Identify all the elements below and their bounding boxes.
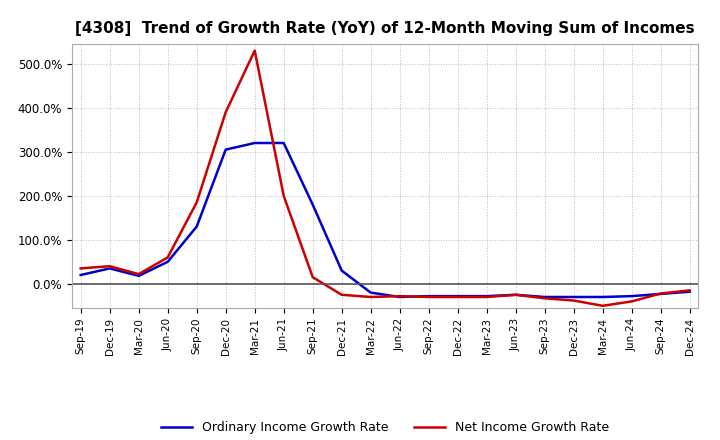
- Ordinary Income Growth Rate: [511, 292, 520, 297]
- Net Income Growth Rate: [366, 294, 375, 300]
- Ordinary Income Growth Rate: [454, 293, 462, 299]
- Ordinary Income Growth Rate: [105, 266, 114, 271]
- Ordinary Income Growth Rate: [685, 289, 694, 294]
- Net Income Growth Rate: [511, 292, 520, 297]
- Ordinary Income Growth Rate: [541, 294, 549, 300]
- Line: Net Income Growth Rate: Net Income Growth Rate: [81, 51, 690, 306]
- Net Income Growth Rate: [163, 255, 172, 260]
- Net Income Growth Rate: [570, 298, 578, 303]
- Ordinary Income Growth Rate: [598, 294, 607, 300]
- Ordinary Income Growth Rate: [221, 147, 230, 152]
- Ordinary Income Growth Rate: [192, 224, 201, 229]
- Ordinary Income Growth Rate: [570, 294, 578, 300]
- Net Income Growth Rate: [454, 294, 462, 300]
- Net Income Growth Rate: [221, 110, 230, 115]
- Net Income Growth Rate: [657, 291, 665, 296]
- Line: Ordinary Income Growth Rate: Ordinary Income Growth Rate: [81, 143, 690, 297]
- Net Income Growth Rate: [105, 264, 114, 269]
- Net Income Growth Rate: [541, 296, 549, 301]
- Net Income Growth Rate: [627, 299, 636, 304]
- Ordinary Income Growth Rate: [627, 293, 636, 299]
- Ordinary Income Growth Rate: [279, 140, 288, 146]
- Net Income Growth Rate: [251, 48, 259, 53]
- Ordinary Income Growth Rate: [308, 202, 317, 207]
- Ordinary Income Growth Rate: [163, 259, 172, 264]
- Net Income Growth Rate: [308, 275, 317, 280]
- Net Income Growth Rate: [685, 288, 694, 293]
- Title: [4308]  Trend of Growth Rate (YoY) of 12-Month Moving Sum of Incomes: [4308] Trend of Growth Rate (YoY) of 12-…: [76, 21, 695, 36]
- Legend: Ordinary Income Growth Rate, Net Income Growth Rate: Ordinary Income Growth Rate, Net Income …: [156, 416, 614, 439]
- Ordinary Income Growth Rate: [482, 293, 491, 299]
- Net Income Growth Rate: [338, 292, 346, 297]
- Net Income Growth Rate: [279, 193, 288, 198]
- Ordinary Income Growth Rate: [424, 293, 433, 299]
- Net Income Growth Rate: [192, 200, 201, 205]
- Ordinary Income Growth Rate: [657, 291, 665, 297]
- Ordinary Income Growth Rate: [395, 294, 404, 300]
- Net Income Growth Rate: [424, 294, 433, 300]
- Ordinary Income Growth Rate: [251, 140, 259, 146]
- Ordinary Income Growth Rate: [135, 273, 143, 279]
- Net Income Growth Rate: [395, 293, 404, 299]
- Ordinary Income Growth Rate: [76, 272, 85, 278]
- Ordinary Income Growth Rate: [366, 290, 375, 295]
- Net Income Growth Rate: [482, 294, 491, 300]
- Ordinary Income Growth Rate: [338, 268, 346, 273]
- Net Income Growth Rate: [598, 303, 607, 308]
- Net Income Growth Rate: [135, 271, 143, 277]
- Net Income Growth Rate: [76, 266, 85, 271]
